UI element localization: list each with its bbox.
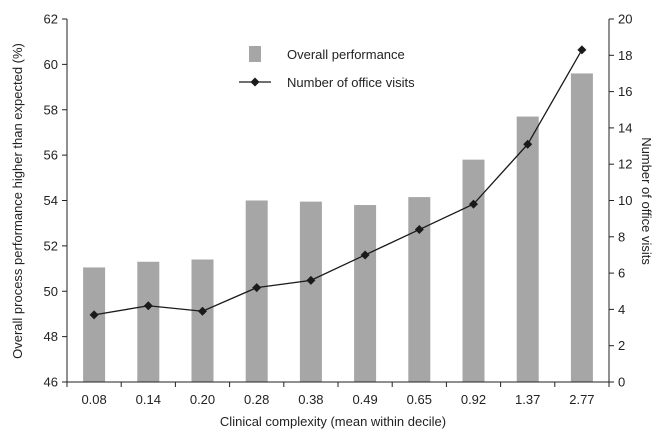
bar bbox=[191, 259, 214, 382]
y2-tick-label: 0 bbox=[618, 375, 625, 390]
y2-tick-label: 16 bbox=[618, 84, 632, 99]
x-tick-label: 2.77 bbox=[569, 392, 594, 407]
y-axis-title: Overall process performance higher than … bbox=[10, 43, 25, 359]
y2-tick-label: 2 bbox=[618, 338, 625, 353]
y-tick-label: 62 bbox=[44, 12, 58, 27]
line-point bbox=[469, 199, 478, 209]
x-tick-label: 1.37 bbox=[515, 392, 540, 407]
line-point bbox=[198, 306, 207, 316]
y2-tick-label: 6 bbox=[618, 266, 625, 281]
y-tick-label: 56 bbox=[44, 148, 58, 163]
y2-tick-label: 20 bbox=[618, 12, 632, 27]
y2-tick-label: 10 bbox=[618, 193, 632, 208]
legend-label-office-visits: Number of office visits bbox=[287, 75, 415, 90]
bar bbox=[83, 267, 106, 382]
legend-marker-office-visits bbox=[250, 77, 260, 87]
y2-tick-label: 12 bbox=[618, 157, 632, 172]
x-tick-label: 0.20 bbox=[190, 392, 215, 407]
y2-tick-label: 18 bbox=[618, 48, 632, 63]
y-tick-label: 60 bbox=[44, 57, 58, 72]
y-tick-label: 46 bbox=[44, 375, 58, 390]
y2-tick-label: 8 bbox=[618, 229, 625, 244]
line-point bbox=[252, 283, 262, 293]
y-tick-label: 54 bbox=[44, 193, 58, 208]
x-tick-label: 0.08 bbox=[81, 392, 106, 407]
y2-tick-label: 4 bbox=[618, 302, 625, 317]
x-tick-label: 0.92 bbox=[461, 392, 486, 407]
y-tick-label: 48 bbox=[44, 329, 58, 344]
x-tick-label: 0.65 bbox=[407, 392, 432, 407]
line-point bbox=[360, 250, 370, 260]
legend-swatch-overall-performance bbox=[249, 46, 261, 62]
line-point bbox=[414, 225, 424, 235]
y-tick-label: 52 bbox=[44, 238, 58, 253]
line-point bbox=[143, 301, 153, 311]
line-series bbox=[89, 45, 587, 320]
line-path bbox=[93, 49, 583, 316]
axes bbox=[62, 18, 614, 387]
bar bbox=[354, 205, 377, 382]
legend: Overall performance Number of office vis… bbox=[239, 46, 415, 90]
line-point bbox=[577, 45, 587, 55]
bar bbox=[516, 116, 539, 383]
x-tick-label: 0.28 bbox=[244, 392, 269, 407]
line-point bbox=[523, 139, 533, 149]
bar bbox=[299, 201, 322, 382]
y2-axis-title: Number of office visits bbox=[639, 137, 654, 265]
bar bbox=[570, 73, 593, 382]
x-tick-label: 0.49 bbox=[352, 392, 377, 407]
x-axis-title: Clinical complexity (mean within decile) bbox=[220, 414, 446, 429]
line-point bbox=[89, 310, 99, 320]
bar-series bbox=[83, 73, 593, 383]
line-point bbox=[306, 275, 316, 285]
y-tick-label: 58 bbox=[44, 102, 58, 117]
y-tick-label: 50 bbox=[44, 284, 58, 299]
x-tick-label: 0.38 bbox=[298, 392, 323, 407]
legend-label-overall-performance: Overall performance bbox=[287, 47, 405, 62]
bar bbox=[137, 261, 160, 382]
x-tick-label: 0.14 bbox=[136, 392, 161, 407]
bar bbox=[462, 159, 485, 382]
bar bbox=[408, 197, 431, 382]
y2-tick-label: 14 bbox=[618, 120, 632, 135]
